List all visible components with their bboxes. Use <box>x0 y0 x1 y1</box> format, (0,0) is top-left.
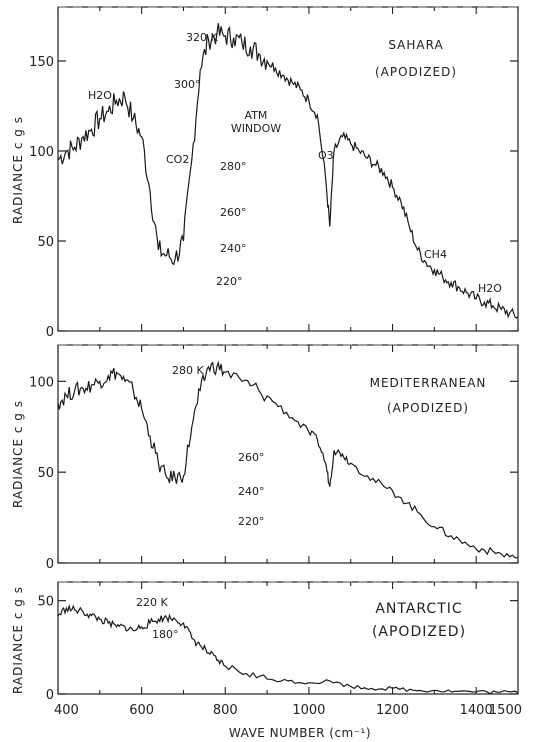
sahara-co2-label: CO2 <box>166 153 189 166</box>
sahara-h2o-label-2: H2O <box>478 282 502 295</box>
sahara-bb-label-260: 260° <box>220 206 247 219</box>
mediterranean-title: MEDITERRANEAN <box>370 376 487 390</box>
antarctic-spectrum-line <box>57 603 519 695</box>
antarctic-ytick-label-50: 50 <box>37 595 54 610</box>
mediterranean-spectrum <box>57 360 519 559</box>
med-bb-label-240: 240° <box>238 485 265 498</box>
antarctic-bb-label-180: 180° <box>152 628 179 641</box>
xtick-label-400: 400 <box>54 703 79 718</box>
xtick-label-1500: 1500 <box>489 703 522 718</box>
y-axis-ticks: 0 50 100 150 0 50 100 0 50 <box>29 55 518 703</box>
xtick-label-600: 600 <box>129 703 154 718</box>
sahara-spectrum-line <box>57 23 519 319</box>
antarctic-y-axis-label: RADIANCE c g s <box>11 586 25 694</box>
xtick-label-1200: 1200 <box>376 703 409 718</box>
sahara-subtitle: (APODIZED) <box>375 65 457 79</box>
sahara-ytick-label-100: 100 <box>29 145 54 160</box>
antarctic-bb-label-220: 220 K <box>136 596 168 609</box>
sahara-bb-label-320: 320 K <box>186 31 218 44</box>
mediterranean-y-axis-label: RADIANCE c g s <box>11 400 25 508</box>
antarctic-title: ANTARCTIC <box>375 601 462 617</box>
sahara-bb-label-220: 220° <box>216 275 243 288</box>
mediterranean-subtitle: (APODIZED) <box>387 401 469 415</box>
antarctic-ytick-label-0: 0 <box>46 688 54 703</box>
sahara-ytick-label-0: 0 <box>46 325 54 340</box>
sahara-spectrum <box>57 23 519 319</box>
med-bb-label-220: 220° <box>238 515 265 528</box>
med-bb-label-260: 260° <box>238 451 265 464</box>
antarctic-subtitle: (APODIZED) <box>372 624 466 640</box>
xtick-label-1000: 1000 <box>292 703 325 718</box>
sahara-bb-label-240: 240° <box>220 242 247 255</box>
med-bb-label-280: 280 K <box>172 364 204 377</box>
mediterranean-ytick-label-50: 50 <box>37 466 54 481</box>
mediterranean-ytick-label-100: 100 <box>29 375 54 390</box>
sahara-o3-label: O3 <box>318 149 334 162</box>
mediterranean-ytick-label-0: 0 <box>46 557 54 572</box>
sahara-ytick-label-50: 50 <box>37 235 54 250</box>
antarctic-spectrum <box>57 603 519 695</box>
sahara-y-axis-label: RADIANCE c g s <box>11 116 25 224</box>
sahara-bb-label-280: 280° <box>220 160 247 173</box>
x-axis-label: WAVE NUMBER (cm⁻¹) <box>229 726 371 740</box>
sahara-bb-label-300: 300° <box>174 78 201 91</box>
mediterranean-spectrum-line <box>57 360 519 559</box>
sahara-ch4-label: CH4 <box>424 248 447 261</box>
xtick-label-800: 800 <box>213 703 238 718</box>
sahara-ytick-label-150: 150 <box>29 55 54 70</box>
sahara-window-label: WINDOW <box>231 122 281 135</box>
xtick-label-1400: 1400 <box>460 703 493 718</box>
sahara-atm-label: ATM <box>245 109 268 122</box>
sahara-h2o-label: H2O <box>88 89 112 102</box>
sahara-title: SAHARA <box>388 38 443 52</box>
